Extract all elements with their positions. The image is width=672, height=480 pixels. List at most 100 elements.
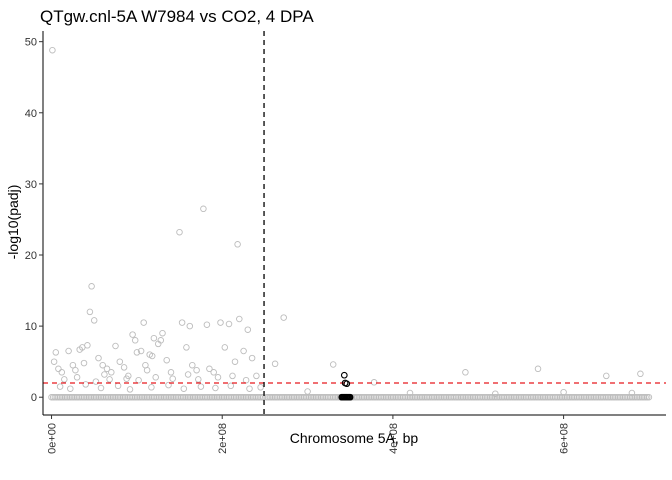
- data-point: [283, 393, 291, 401]
- data-point: [184, 393, 192, 401]
- data-point: [603, 393, 610, 401]
- data-point: [203, 393, 211, 401]
- data-point: [227, 382, 235, 390]
- data-point: [86, 308, 94, 316]
- data-point: [311, 393, 318, 401]
- data-point: [609, 393, 617, 401]
- data-point: [186, 322, 194, 330]
- data-point: [290, 393, 298, 401]
- data-point: [534, 365, 542, 373]
- data-point: [263, 393, 270, 401]
- x-tick-label: 6e+08: [559, 423, 571, 454]
- data-point: [435, 393, 443, 401]
- data-point: [96, 393, 103, 401]
- data-point: [120, 364, 128, 371]
- data-point: [413, 393, 421, 401]
- data-point: [143, 366, 151, 374]
- data-point: [584, 393, 591, 401]
- y-tick-label: 10: [25, 321, 37, 333]
- data-point: [628, 393, 636, 401]
- data-point: [567, 393, 574, 401]
- data-point: [562, 393, 569, 401]
- data-point: [114, 393, 122, 401]
- data-point: [319, 393, 327, 401]
- data-point: [60, 393, 67, 401]
- data-point: [106, 393, 113, 401]
- data-point: [201, 393, 209, 401]
- data-point: [563, 393, 571, 401]
- data-point: [164, 393, 171, 401]
- data-point: [234, 241, 241, 248]
- data-point: [239, 393, 246, 401]
- data-point: [463, 393, 470, 401]
- data-point: [108, 393, 115, 401]
- data-point: [466, 393, 473, 401]
- data-point: [568, 393, 576, 401]
- data-point: [152, 374, 159, 381]
- data-point: [55, 393, 62, 401]
- data-point: [61, 376, 68, 383]
- y-axis-ticks: 0 10 20 30 40 50: [25, 37, 43, 404]
- data-point: [406, 389, 414, 397]
- data-point: [507, 393, 514, 401]
- x-axis-ticks: 0e+00 2e+08 4e+08 6e+08: [47, 415, 571, 454]
- data-point: [102, 393, 110, 401]
- data-point: [152, 393, 159, 401]
- data-point: [585, 393, 593, 401]
- data-point: [131, 337, 139, 344]
- data-point: [181, 393, 188, 401]
- data-point: [85, 393, 93, 401]
- data-point: [493, 393, 501, 401]
- data-point: [265, 393, 272, 401]
- data-point: [632, 393, 639, 401]
- data-point: [84, 342, 91, 349]
- data-point: [405, 393, 412, 401]
- data-point: [128, 393, 136, 401]
- data-point: [403, 393, 410, 401]
- data-point: [410, 393, 417, 401]
- data-point: [326, 393, 334, 401]
- data-point: [604, 393, 612, 401]
- data-point: [278, 393, 286, 401]
- data-point: [526, 393, 533, 401]
- data-point: [130, 393, 137, 401]
- data-point: [210, 393, 217, 401]
- data-point: [370, 393, 378, 401]
- data-point: [234, 393, 241, 401]
- data-point: [379, 393, 386, 401]
- data-point: [166, 393, 173, 401]
- data-point: [119, 393, 127, 401]
- data-point: [394, 393, 402, 401]
- data-point: [384, 393, 392, 401]
- data-point: [212, 393, 219, 401]
- data-point: [309, 393, 316, 401]
- data-point: [137, 347, 145, 355]
- data-point: [620, 393, 627, 401]
- data-point: [72, 366, 79, 374]
- data-point: [608, 393, 615, 401]
- data-point: [456, 393, 463, 401]
- data-point: [248, 354, 256, 362]
- data-point: [428, 393, 436, 401]
- data-point: [312, 393, 320, 401]
- data-point: [148, 352, 156, 360]
- data-point: [377, 393, 385, 401]
- data-point: [543, 393, 550, 401]
- data-point: [145, 393, 153, 401]
- data-point: [553, 393, 561, 401]
- data-point: [101, 371, 108, 378]
- data-point: [258, 393, 265, 401]
- x-tick-label: 2e+08: [217, 423, 229, 454]
- data-point: [126, 386, 134, 393]
- data-point: [195, 393, 202, 401]
- data-point: [277, 393, 284, 401]
- data-point: [451, 393, 458, 401]
- data-point: [244, 393, 252, 401]
- data-point: [193, 393, 200, 401]
- data-point: [259, 393, 267, 401]
- data-point: [285, 393, 293, 401]
- data-point: [353, 393, 361, 401]
- data-point: [65, 347, 72, 355]
- data-point: [183, 393, 190, 401]
- data-point: [316, 393, 323, 401]
